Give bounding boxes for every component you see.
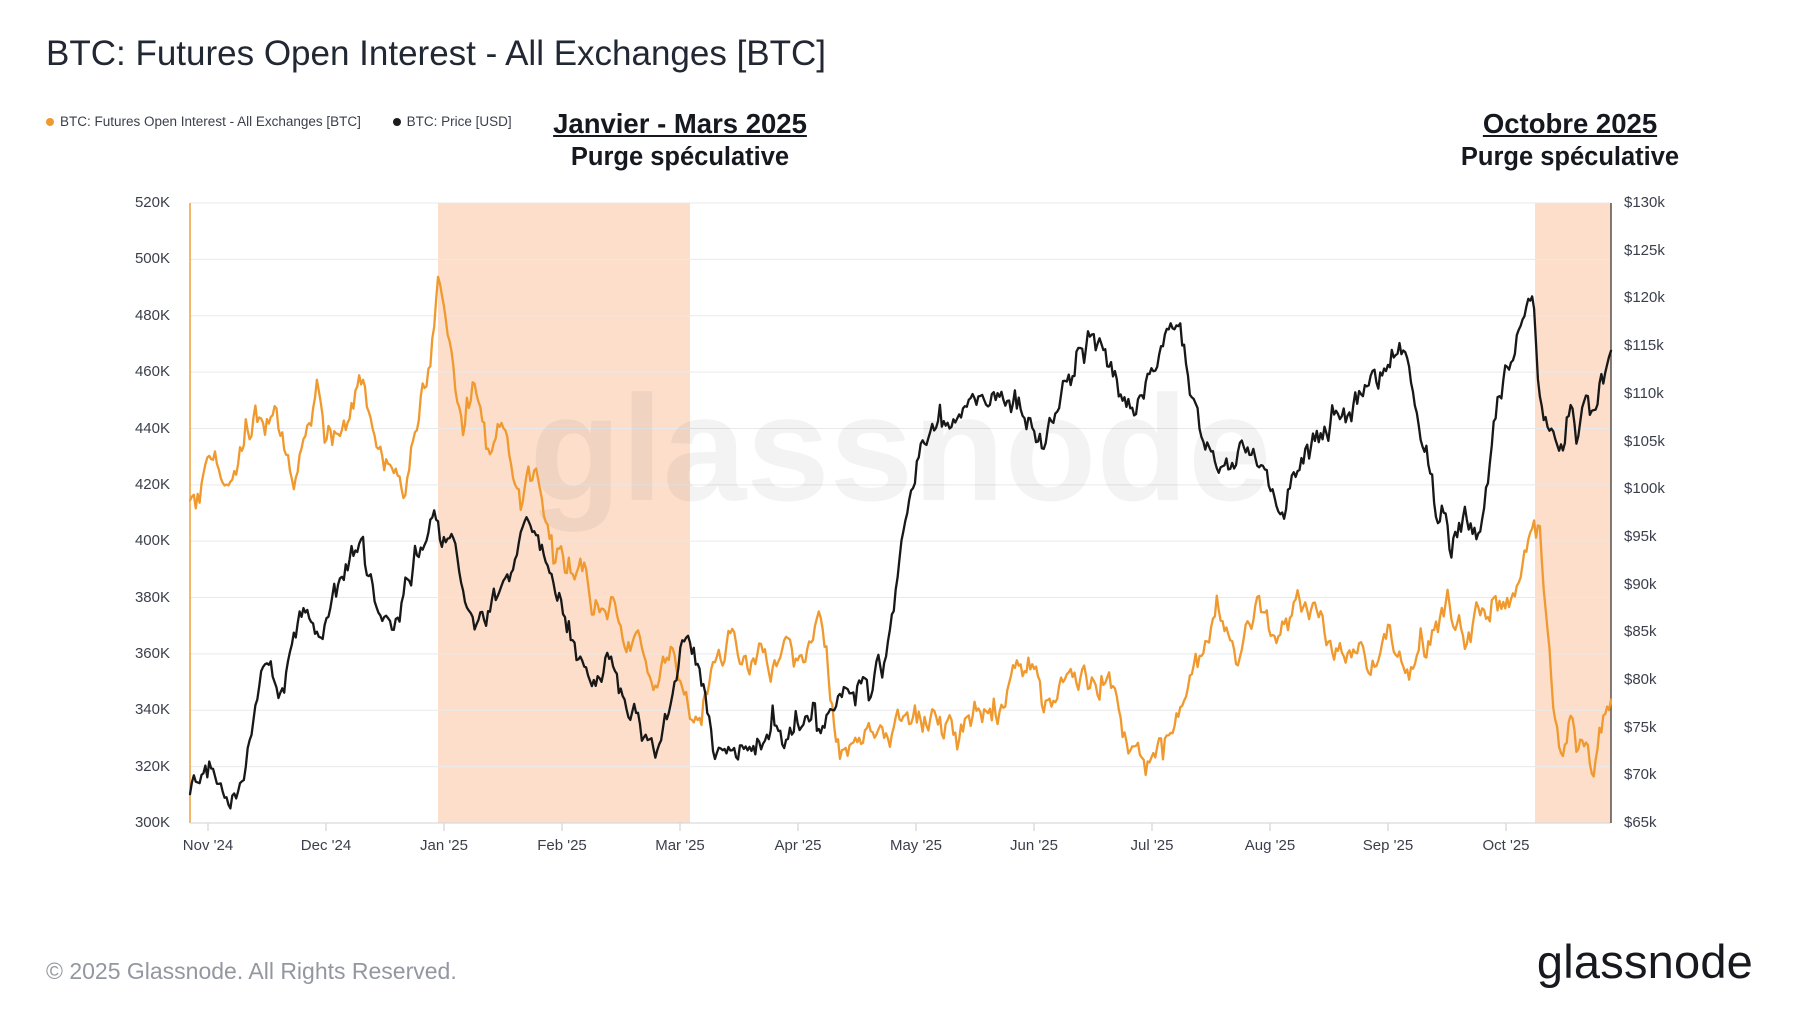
svg-text:glassnode: glassnode: [530, 364, 1272, 532]
